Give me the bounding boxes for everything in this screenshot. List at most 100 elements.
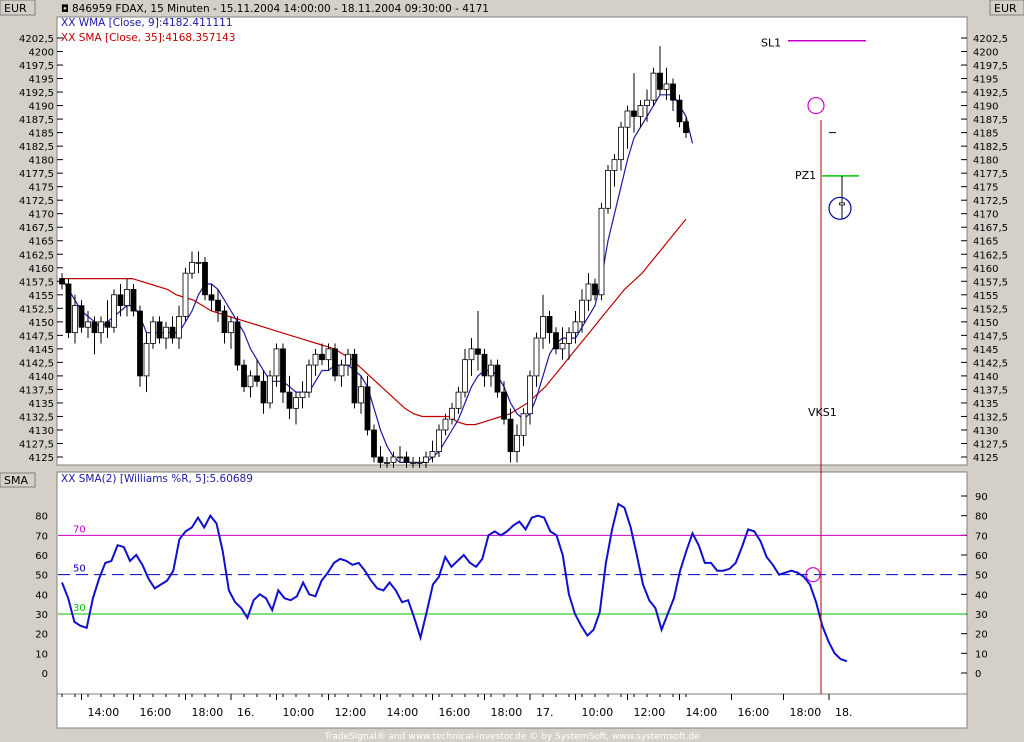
price-tick-label-right: 4185 [973, 129, 998, 140]
candle [683, 116, 689, 139]
candle [611, 154, 618, 187]
candle-body-up [644, 99, 650, 106]
candle [507, 408, 514, 463]
candle [494, 359, 501, 398]
candle-body-up [143, 343, 150, 377]
candle [228, 316, 234, 349]
price-tick-label-left: 4172,5 [19, 196, 54, 207]
vks1-label: VKS1 [808, 406, 837, 419]
indicator-tick-label-left: 20 [35, 630, 48, 641]
price-tick-label-right: 4132,5 [973, 412, 1008, 423]
indicator-tick-label-left: 70 [35, 531, 48, 542]
indicator-tick-label-right: 70 [975, 531, 988, 542]
price-tick-label-right: 4145 [973, 345, 998, 356]
indicator-axis-left: 80 70 60 50 40 30 20 10 0 [35, 512, 48, 680]
currency-label-right: EUR [989, 0, 1024, 16]
indicator-tick-label-right: 20 [975, 630, 988, 641]
currency-left-text: EUR [4, 2, 27, 15]
candle-body-up [345, 353, 351, 366]
price-tick-label-left: 4180 [29, 156, 54, 167]
candle [514, 424, 520, 463]
candle-body-up [312, 353, 319, 366]
candle [293, 392, 299, 425]
level-50-label: 50 [73, 564, 86, 575]
candle-body-up [598, 207, 605, 296]
candle [371, 424, 377, 463]
price-tick-label-right: 4197,5 [973, 61, 1008, 72]
candle-body-down [592, 283, 598, 296]
candle [325, 343, 332, 371]
price-tick-label-right: 4155 [973, 291, 998, 302]
candle [364, 375, 371, 436]
price-tick-label-left: 4187,5 [19, 115, 54, 126]
chart-title: 846959 FDAX, 15 Minuten - 15.11.2004 14:… [72, 3, 489, 15]
candle-body-up [624, 110, 631, 128]
currency-right-text: EUR [994, 2, 1017, 15]
price-tick-label-left: 4200 [29, 48, 54, 59]
candle [176, 305, 182, 349]
price-tick-label-left: 4182,5 [19, 142, 54, 153]
candle-body-up [637, 105, 644, 117]
candle [650, 67, 657, 106]
candle-body-up [299, 391, 306, 398]
candle-body-up [338, 364, 345, 377]
candle-body-up [533, 337, 540, 377]
candle-body-down [156, 321, 163, 339]
candle-body-up [306, 364, 312, 393]
candle-body-up [150, 321, 156, 344]
candle [254, 359, 260, 387]
candle [572, 311, 579, 344]
candle [280, 343, 286, 403]
candle-body-up [429, 451, 436, 458]
candle-body-up [442, 418, 449, 431]
candle [475, 311, 481, 371]
time-axis: 14:00 16:00 18:00 16. 10:00 12:00 14:00 16:00 18… [61, 694, 853, 719]
level-30-label: 30 [73, 603, 86, 614]
sma-legend[interactable]: XX SMA [Close, 35]:4168.357143 [61, 32, 235, 44]
candle-body-down [481, 353, 488, 377]
candle [657, 46, 663, 95]
price-tick-label-left: 4125 [29, 453, 54, 464]
indicator-name-text: SMA [4, 474, 28, 487]
candle-body-up [520, 413, 527, 436]
price-tick-label-left: 4127,5 [19, 439, 54, 450]
candle [247, 370, 254, 398]
price-gridlines [57, 37, 967, 458]
wma-legend[interactable]: XX WMA [Close, 9]:4182.411111 [61, 17, 233, 29]
sl1-label: SL1 [761, 37, 781, 50]
candle-body-down [65, 283, 72, 334]
candle [332, 343, 338, 382]
price-tick-label-right: 4125 [973, 453, 998, 464]
price-tick-label-left: 4130 [29, 426, 54, 437]
price-tick-label-right: 4172,5 [973, 196, 1008, 207]
indicator-legend[interactable]: XX SMA(2) [Williams %R, 5]:5.60689 [61, 473, 253, 485]
footer-credit: TradeSignal® and www.technical-investor.… [323, 732, 700, 742]
candle [527, 370, 533, 425]
candle-body-down [475, 348, 481, 355]
price-tick-label-right: 4152,5 [973, 304, 1008, 315]
candle [618, 121, 624, 171]
candle-body-up [397, 456, 403, 459]
price-tick-label-right: 4147,5 [973, 331, 1008, 342]
candle-body-down [332, 348, 338, 377]
price-tick-label-left: 4132,5 [19, 412, 54, 423]
indicator-name-box: SMA [0, 472, 36, 488]
indicator-tick-label-left: 60 [35, 551, 48, 562]
candle-body-up [189, 261, 195, 274]
indicator-panel[interactable] [56, 471, 968, 695]
price-panel[interactable] [56, 16, 968, 466]
indicator-tick-label-right: 0 [975, 669, 981, 680]
price-tick-label-right: 4190 [973, 102, 998, 113]
candle [429, 440, 436, 463]
candle-body-up [462, 359, 468, 393]
candle-body-down [169, 326, 176, 339]
time-tick-label: 18. [835, 706, 853, 719]
indicator-tick-label-right: 30 [975, 610, 988, 621]
price-tick-label-right: 4200 [973, 48, 998, 59]
indicator-levels: 70 50 30 [58, 524, 966, 615]
sma-35-line [62, 218, 687, 426]
candle [592, 278, 598, 301]
price-tick-label-right: 4187,5 [973, 115, 1008, 126]
candle-body-down [351, 353, 358, 404]
